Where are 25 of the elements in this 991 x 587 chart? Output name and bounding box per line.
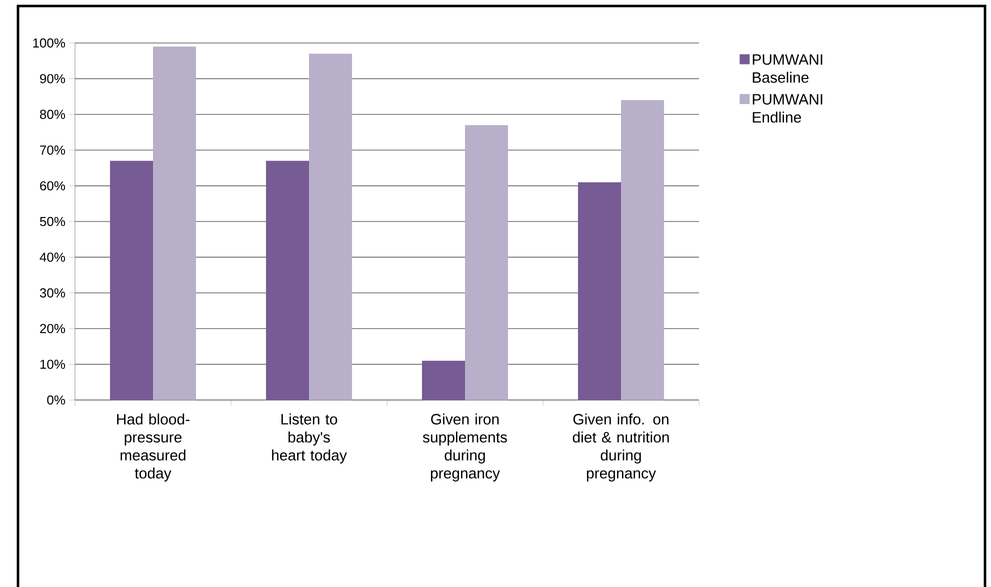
y-tick-label: 100% <box>33 38 66 48</box>
y-tick-label: 60% <box>40 181 66 190</box>
bar <box>422 360 466 400</box>
y-tick-label: 20% <box>40 324 66 334</box>
bar <box>309 54 352 400</box>
bar <box>266 160 309 400</box>
x-tick-label: Given info. on diet & nutrition during pregnancy <box>572 414 669 482</box>
y-tick-label: 80% <box>40 110 66 119</box>
y-tick-label: 30% <box>40 288 66 298</box>
bar <box>578 182 622 400</box>
x-tick-label: Given iron supplements during pregnancy <box>422 414 507 482</box>
x-tick-label: Had blood-pressure measured today <box>117 414 190 482</box>
legend-label: PUMWANI Endline <box>752 94 822 123</box>
y-tick-label: 90% <box>40 74 66 84</box>
legend-label: PUMWANI Baseline <box>752 54 822 83</box>
bar <box>621 100 664 400</box>
bar <box>110 160 153 400</box>
x-tick-label: Listen to baby's heart today <box>272 414 347 464</box>
y-tick-label: 40% <box>40 252 66 262</box>
bar <box>153 46 196 400</box>
y-tick-label: 70% <box>40 145 66 155</box>
y-tick-label: 50% <box>40 216 66 226</box>
bar <box>465 125 508 400</box>
y-tick-label: 10% <box>40 360 66 369</box>
y-tick-label: 0% <box>47 395 66 405</box>
